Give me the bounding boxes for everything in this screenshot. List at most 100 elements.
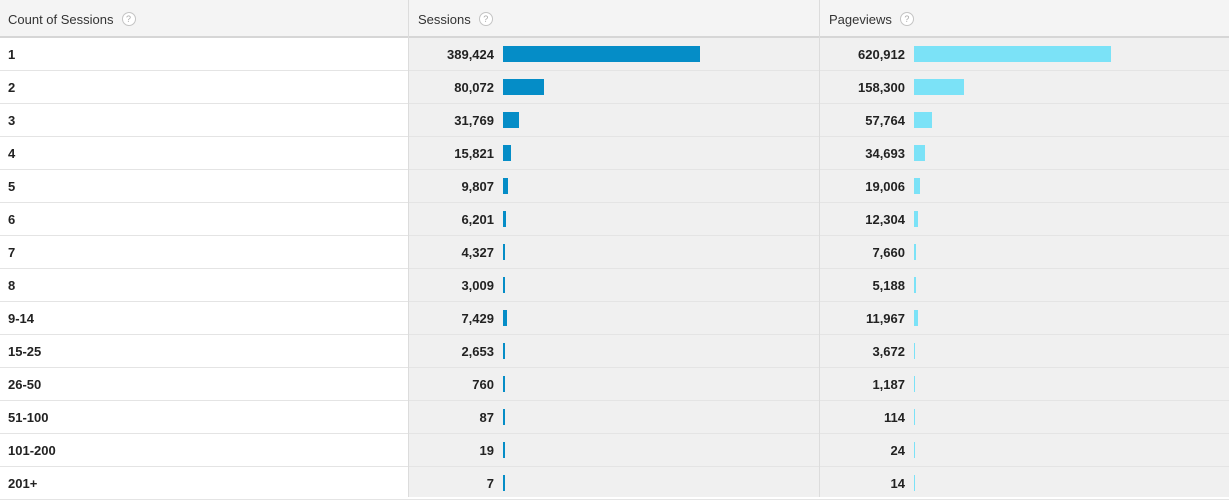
table-row: 51-100 87 114 [0,401,1229,434]
column-header-sessions[interactable]: Sessions ? [418,0,493,38]
count-of-sessions-cell: 3 [8,112,16,128]
table-row: 4 15,821 34,693 [0,137,1229,170]
count-of-sessions-cell: 51-100 [8,409,49,425]
sessions-bar [503,46,700,62]
sessions-value: 4,327 [461,244,494,260]
pageviews-value: 1,187 [872,376,905,392]
help-icon[interactable]: ? [121,12,136,26]
sessions-bar [503,244,505,260]
sessions-bar [503,145,511,161]
column-divider [408,0,409,497]
sessions-column-background [408,0,819,497]
pageviews-bar [914,343,915,359]
pageviews-bar [914,442,915,458]
pageviews-value: 3,672 [872,343,905,359]
sessions-bar [503,310,507,326]
sessions-value: 7 [486,475,494,491]
table-body: 1 389,424 620,912 2 80,072 158,300 3 31,769 57,7… [0,38,1229,500]
count-of-sessions-cell: 8 [8,277,16,293]
count-of-sessions-cell: 4 [8,145,16,161]
sessions-bar [503,409,505,425]
dimension-column-background [0,0,408,497]
sessions-value: 760 [472,376,494,392]
count-of-sessions-cell: 2 [8,79,16,95]
sessions-value: 31,769 [454,112,494,128]
column-header-pageviews[interactable]: Pageviews ? [829,0,914,38]
count-of-sessions-cell: 5 [8,178,16,194]
table-row: 3 31,769 57,764 [0,104,1229,137]
sessions-bar [503,211,506,227]
sessions-bar [503,277,505,293]
pageviews-bar [914,310,918,326]
column-header-label: Count of Sessions [8,11,114,27]
sessions-value: 6,201 [461,211,494,227]
pageviews-bar [914,112,932,128]
table-row: 8 3,009 5,188 [0,269,1229,302]
sessions-bar [503,343,505,359]
column-header-count-of-sessions[interactable]: Count of Sessions ? [8,0,136,38]
pageviews-value: 620,912 [858,46,905,62]
sessions-value: 7,429 [461,310,494,326]
pageviews-value: 24 [890,442,905,458]
sessions-value: 389,424 [447,46,494,62]
pageviews-bar [914,409,915,425]
sessions-bar [503,79,544,95]
pageviews-column-background [819,0,1229,497]
pageviews-bar [914,211,918,227]
count-of-sessions-cell: 101-200 [8,442,56,458]
pageviews-value: 7,660 [872,244,905,260]
sessions-bar [503,178,508,194]
pageviews-value: 57,764 [865,112,905,128]
count-of-sessions-cell: 26-50 [8,376,42,392]
sessions-bar [503,475,505,491]
table-row: 26-50 760 1,187 [0,368,1229,401]
sessions-value: 80,072 [454,79,494,95]
count-of-sessions-cell: 6 [8,211,16,227]
help-icon[interactable]: ? [899,12,914,26]
table-row: 7 4,327 7,660 [0,236,1229,269]
table-row: 6 6,201 12,304 [0,203,1229,236]
pageviews-bar [914,277,916,293]
count-of-sessions-cell: 15-25 [8,343,42,359]
pageviews-value: 34,693 [865,145,905,161]
sessions-value: 2,653 [461,343,494,359]
pageviews-value: 114 [884,409,905,425]
pageviews-bar [914,244,916,260]
table-row: 1 389,424 620,912 [0,38,1229,71]
column-header-label: Sessions [418,11,471,27]
count-of-sessions-cell: 201+ [8,475,38,491]
pageviews-value: 19,006 [865,178,905,194]
count-of-sessions-cell: 9-14 [8,310,35,326]
pageviews-value: 14 [890,475,905,491]
table-row: 5 9,807 19,006 [0,170,1229,203]
sessions-value: 3,009 [461,277,494,293]
count-of-sessions-cell: 1 [8,46,16,62]
table-row: 15-25 2,653 3,672 [0,335,1229,368]
sessions-bar [503,442,505,458]
pageviews-value: 12,304 [865,211,905,227]
sessions-value: 9,807 [461,178,494,194]
sessions-bar [503,112,519,128]
pageviews-value: 158,300 [858,79,905,95]
table-row: 2 80,072 158,300 [0,71,1229,104]
table-header: Count of Sessions ? Sessions ? Pageviews… [0,0,1229,38]
table-row: 201+ 7 14 [0,467,1229,500]
pageviews-value: 5,188 [872,277,905,293]
pageviews-bar [914,145,925,161]
table-row: 9-14 7,429 11,967 [0,302,1229,335]
pageviews-bar [914,46,1111,62]
count-of-sessions-cell: 7 [8,244,16,260]
help-icon[interactable]: ? [478,12,493,26]
sessions-value: 15,821 [454,145,494,161]
pageviews-bar [914,178,920,194]
pageviews-bar [914,475,915,491]
pageviews-bar [914,376,915,392]
column-divider [819,0,820,497]
pageviews-value: 11,967 [865,310,905,326]
table-row: 101-200 19 24 [0,434,1229,467]
column-header-label: Pageviews [829,11,892,27]
sessions-value: 19 [479,442,494,458]
pageviews-bar [914,79,964,95]
sessions-bar [503,376,505,392]
